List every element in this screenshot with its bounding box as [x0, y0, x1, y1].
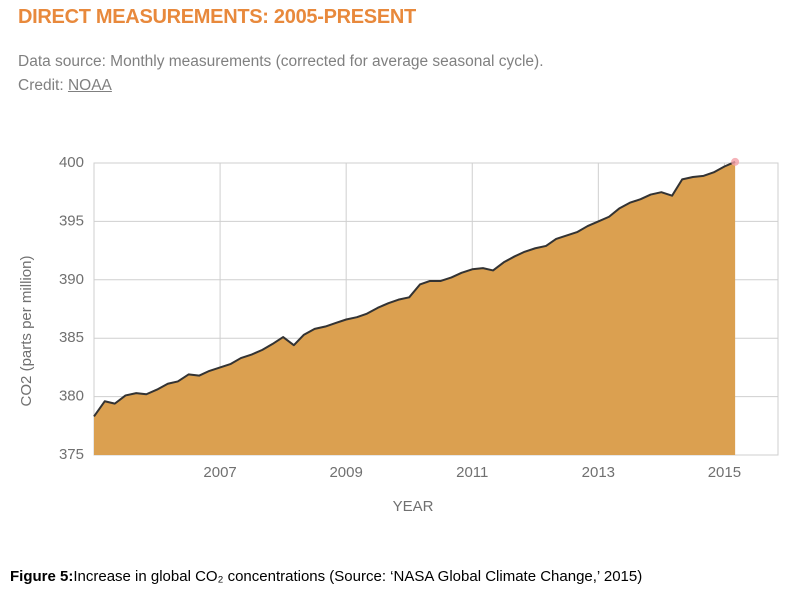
caption: Figure 5:Increase in global CO₂ concentr…	[10, 568, 642, 585]
x-axis-label: YEAR	[393, 498, 434, 515]
credit-link[interactable]: NOAA	[67, 77, 112, 94]
line	[93, 160, 736, 418]
y-tick-label: 390	[59, 271, 84, 288]
y-tick-label: 395	[59, 212, 84, 229]
subtitle: Data source: Monthly measurements (corre…	[18, 50, 588, 98]
caption-text: Increase in global CO₂ concentrations (S…	[73, 568, 643, 585]
caption-label: Figure 5:	[10, 568, 74, 585]
y-tick-label: 375	[59, 446, 84, 463]
subtitle-text: Data source: Monthly measurements (corre…	[18, 53, 544, 94]
chart-title: DIRECT MEASUREMENTS: 2005-PRESENT	[18, 6, 416, 28]
area	[94, 161, 736, 455]
y-tick-label: 400	[59, 154, 84, 171]
x-tick-label: 2013	[582, 464, 615, 481]
x-tick-label: 2011	[456, 464, 488, 481]
x-tick-label: 2007	[203, 464, 236, 481]
y-axis-label: CO2 (parts per million)	[18, 256, 35, 407]
highlight-point	[731, 157, 740, 166]
y-tick-label: 385	[59, 329, 84, 346]
y-tick-label: 380	[59, 388, 84, 405]
x-tick-label: 2009	[329, 464, 362, 481]
x-tick-label: 2015	[708, 464, 741, 481]
chart: 375 380 385 390 395 400 2007 2009 2011 2013 2015 YE…	[18, 154, 779, 515]
